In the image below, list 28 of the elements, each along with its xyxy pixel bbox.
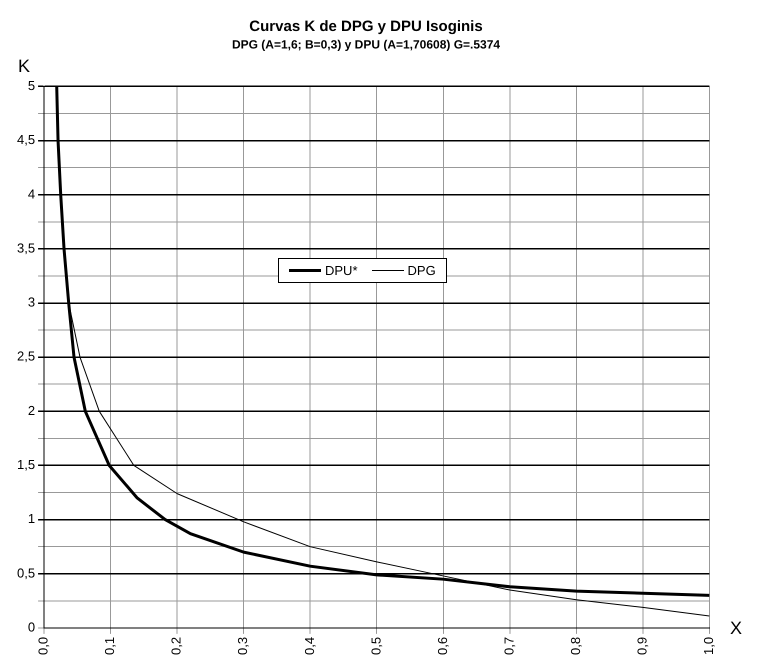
chart-subtitle: DPG (A=1,6; B=0,3) y DPU (A=1,70608) G=.5374 [232, 38, 500, 52]
x-tick-label: 0,8 [568, 636, 583, 656]
y-tick-label: 1,5 [16, 457, 36, 472]
x-tick-label: 0,5 [368, 636, 384, 656]
x-tick-label: 0,1 [102, 636, 118, 656]
x-tick-label: 0,0 [36, 636, 51, 656]
x-tick-label: 1,0 [700, 636, 716, 656]
x-tick-label: 0,7 [501, 636, 516, 656]
y-tick-label: 0,5 [16, 565, 36, 580]
chart-title: Curvas K de DPG y DPU Isoginis [249, 18, 483, 36]
y-tick-label: 2,5 [16, 348, 36, 364]
y-tick-label: 0 [28, 620, 36, 635]
x-tick-label: 0,2 [168, 636, 184, 656]
x-tick-label: 0,3 [235, 636, 250, 656]
x-tick-label: 0,6 [434, 636, 450, 656]
y-tick-label: 3,5 [16, 240, 36, 256]
y-tick-label: 5 [28, 78, 36, 93]
legend-label: DPG [408, 263, 436, 278]
x-tick-label: 0,4 [302, 636, 317, 656]
y-tick-label: 1 [28, 511, 36, 526]
y-axis-title: K [18, 56, 30, 77]
y-tick-label: 3 [28, 294, 36, 310]
x-tick-label: 0,9 [634, 636, 650, 656]
y-tick-label: 2 [28, 402, 36, 418]
x-axis-title: X [730, 618, 742, 639]
y-tick-label: 4,5 [16, 132, 36, 148]
legend-label: DPU* [325, 263, 358, 278]
y-tick-label: 4 [28, 186, 36, 202]
